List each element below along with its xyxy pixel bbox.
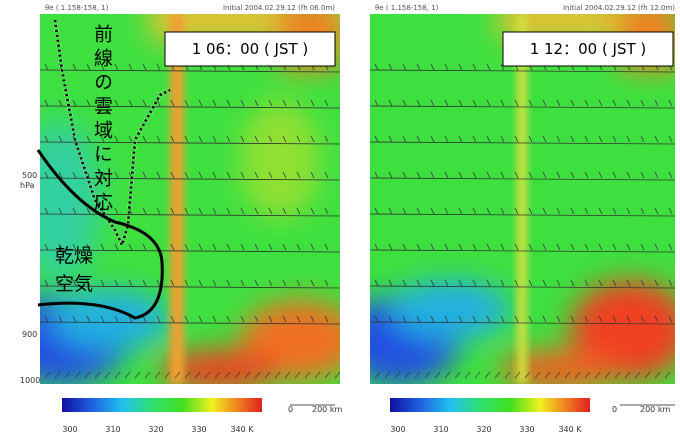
colorbar-label: 300	[62, 425, 77, 434]
y-label: 500	[22, 171, 37, 180]
colorbar-label: 310	[433, 425, 448, 434]
y-label: 900	[22, 330, 37, 339]
header: θe ( 1.158-158, 1)	[375, 4, 439, 12]
colorbar-label: 340 K	[230, 425, 254, 434]
scale-label: 0	[288, 405, 293, 414]
colorbar	[390, 398, 590, 412]
figure: θe ( 1.158-158, 1) Initial 2004.02.29.12…	[0, 0, 680, 439]
front-label: 前線の雲域に対応	[92, 24, 112, 216]
colorbar-label: 340 K	[558, 425, 582, 434]
colorbar-label: 300	[390, 425, 405, 434]
dry-label: 空気	[55, 273, 93, 295]
header: Initial 2004.02.29.12 (fh 12.0m)	[563, 4, 675, 12]
y-label: 1000	[20, 376, 40, 385]
colorbar-label: 320	[476, 425, 491, 434]
y-label: hPa	[20, 181, 35, 190]
colorbar-label: 330	[191, 425, 206, 434]
colorbar	[62, 398, 262, 412]
scale-label: 0	[612, 405, 617, 414]
colorbar-label: 330	[519, 425, 534, 434]
colorbar-label: 320	[148, 425, 163, 434]
scale-label: 200 km	[640, 405, 670, 414]
header: θe ( 1.158-158, 1)	[45, 4, 109, 12]
dry-label: 乾燥	[55, 245, 93, 267]
time-label: 1 12：00 ( JST )	[530, 40, 647, 58]
scale-label: 200 km	[312, 405, 342, 414]
colorbar-label: 310	[105, 425, 120, 434]
time-label: 1 06：00 ( JST )	[192, 40, 309, 58]
header: Initial 2004.02.29.12 (fh 06.0m)	[223, 4, 335, 12]
